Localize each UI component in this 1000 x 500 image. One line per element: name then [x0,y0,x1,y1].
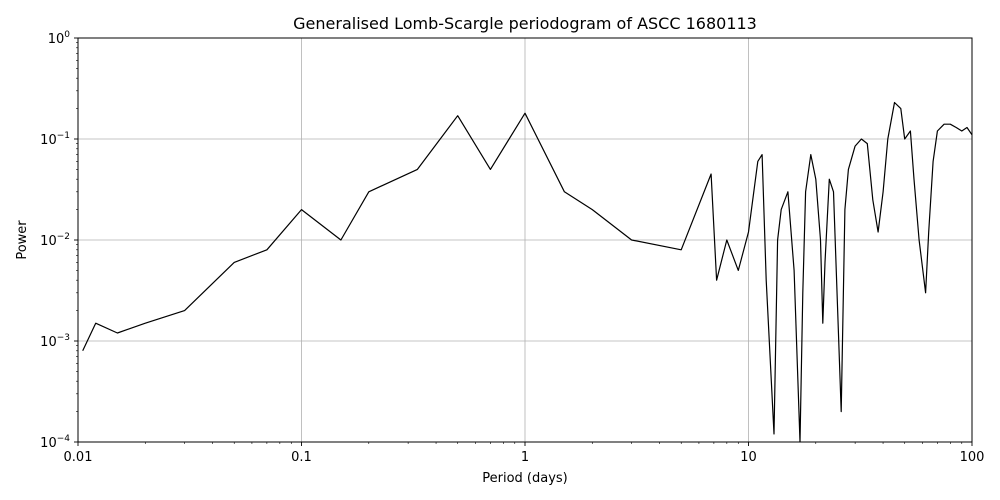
x-tick-label: 10 [740,450,757,465]
periodogram-line [82,101,973,443]
plot-area: 0.01 0.1 1 10 100 10−4 10−3 10−2 10−1 100 [40,30,984,465]
y-tick-label: 100 [48,30,71,47]
x-tick-label: 0.1 [291,450,312,465]
y-tick-label: 10−4 [40,434,70,451]
x-tick-label: 100 [960,450,985,465]
y-tick-label: 10−3 [40,333,70,350]
chart-title: Generalised Lomb-Scargle periodogram of … [293,14,757,33]
x-axis-title: Period (days) [482,471,568,486]
y-tick-label: 10−2 [40,232,70,249]
y-tick-label: 10−1 [40,131,70,148]
x-tick-label: 0.01 [64,450,93,465]
axes-frame [77,37,973,443]
y-axis-title: Power [15,220,30,260]
x-tick-label: 1 [521,450,529,465]
